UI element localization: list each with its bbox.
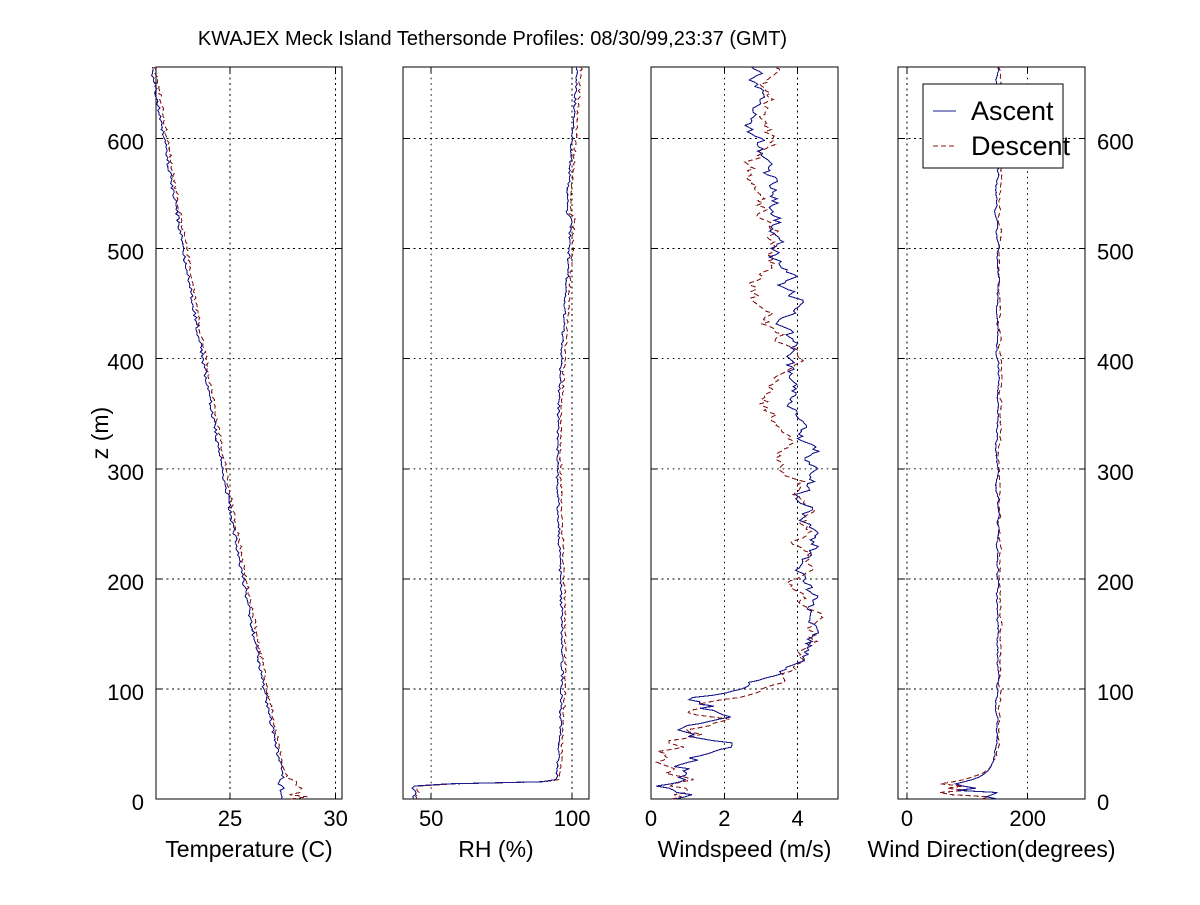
svg-text:100: 100 bbox=[107, 680, 144, 705]
svg-text:300: 300 bbox=[1097, 460, 1134, 485]
svg-text:0: 0 bbox=[645, 806, 657, 831]
svg-text:Temperature (C): Temperature (C) bbox=[165, 836, 332, 862]
svg-text:600: 600 bbox=[107, 130, 144, 155]
svg-text:2: 2 bbox=[718, 806, 730, 831]
svg-text:500: 500 bbox=[107, 240, 144, 265]
svg-text:4: 4 bbox=[792, 806, 804, 831]
svg-text:600: 600 bbox=[1097, 130, 1134, 155]
svg-text:200: 200 bbox=[1097, 570, 1134, 595]
svg-text:50: 50 bbox=[419, 806, 443, 831]
svg-text:25: 25 bbox=[218, 806, 242, 831]
svg-text:30: 30 bbox=[323, 806, 347, 831]
svg-text:0: 0 bbox=[132, 790, 144, 815]
svg-text:Wind Direction(degrees): Wind Direction(degrees) bbox=[868, 836, 1116, 862]
svg-text:200: 200 bbox=[1009, 806, 1046, 831]
svg-text:200: 200 bbox=[107, 570, 144, 595]
svg-text:Ascent: Ascent bbox=[971, 96, 1054, 126]
svg-text:Descent: Descent bbox=[971, 131, 1071, 161]
svg-text:100: 100 bbox=[554, 806, 591, 831]
svg-text:RH (%): RH (%) bbox=[458, 836, 533, 862]
svg-text:500: 500 bbox=[1097, 240, 1134, 265]
svg-text:100: 100 bbox=[1097, 680, 1134, 705]
svg-text:400: 400 bbox=[1097, 350, 1134, 375]
svg-text:300: 300 bbox=[107, 460, 144, 485]
svg-text:0: 0 bbox=[1097, 790, 1109, 815]
svg-text:400: 400 bbox=[107, 350, 144, 375]
svg-text:0: 0 bbox=[901, 806, 913, 831]
svg-text:Windspeed (m/s): Windspeed (m/s) bbox=[658, 836, 832, 862]
svg-text:z (m): z (m) bbox=[87, 407, 113, 459]
